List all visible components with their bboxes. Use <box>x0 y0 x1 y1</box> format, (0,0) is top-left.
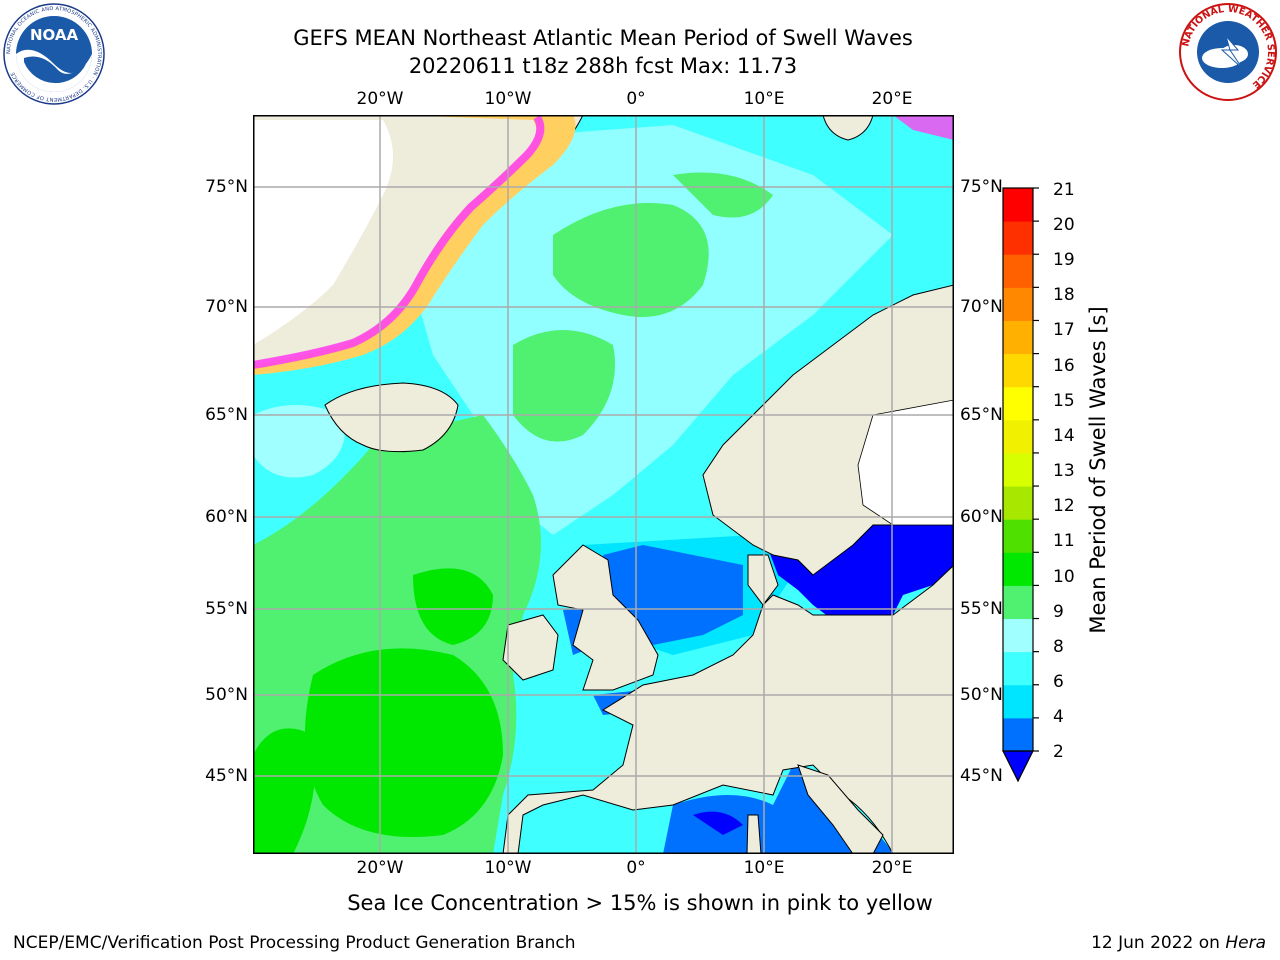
swell-zone-10-11s-west <box>253 728 316 854</box>
lon-label-bottom: 10°E <box>743 858 785 878</box>
lon-label-bottom: 0° <box>626 858 646 878</box>
colorbar <box>1002 187 1039 783</box>
swell-zone-8-9s <box>403 125 893 535</box>
noaa-logo: NATIONAL OCEANIC AND ATMOSPHERIC ADMINIS… <box>3 3 105 105</box>
land-corsica-sardinia <box>746 814 762 854</box>
colorbar-swatch <box>1003 618 1033 653</box>
colorbar-swatch <box>1003 717 1033 752</box>
colorbar-tick-label: 19 <box>1053 250 1075 270</box>
land-ireland <box>502 614 559 681</box>
colorbar-tick-label: 20 <box>1053 215 1075 235</box>
footer-host: Hera <box>1225 933 1266 953</box>
colorbar-under-arrow <box>1002 750 1034 783</box>
lon-label-top: 10°W <box>484 89 532 109</box>
swell-zone-below-2s-ligurian <box>693 811 743 835</box>
colorbar-swatch <box>1003 585 1033 620</box>
footer-credit: NCEP/EMC/Verification Post Processing Pr… <box>13 933 576 953</box>
colorbar-tick-label: 12 <box>1053 496 1075 516</box>
colorbar-tick-label: 6 <box>1053 672 1064 692</box>
lon-label-bottom: 20°W <box>356 858 404 878</box>
map-subtitle: 20220611 t18z 288h fcst Max: 11.73 <box>408 54 798 78</box>
colorbar-swatch <box>1003 419 1033 454</box>
colorbar-swatch <box>1003 254 1033 288</box>
swell-zone-9-10s-central <box>513 330 615 442</box>
swell-zone-9-10s-north <box>553 203 709 317</box>
colorbar-tick-label: 18 <box>1053 285 1075 305</box>
swell-zone-6-8s-biscay <box>533 697 625 795</box>
lat-label-right: 50°N <box>960 685 1003 705</box>
lon-label-top: 20°W <box>356 89 404 109</box>
lat-label-right: 70°N <box>960 297 1003 317</box>
lon-label-top: 20°E <box>871 89 913 109</box>
sea-ice-greenland <box>253 115 576 375</box>
colorbar-frame <box>1002 187 1034 752</box>
lat-label-left: 60°N <box>205 507 248 527</box>
graticule <box>253 115 954 854</box>
colorbar-tick-label: 17 <box>1053 320 1075 340</box>
swell-period-map <box>253 115 954 854</box>
colorbar-tick-label: 16 <box>1053 356 1075 376</box>
colorbar-tick-label: 2 <box>1053 742 1064 762</box>
colorbar-tick-label: 11 <box>1053 531 1075 551</box>
land-iceland <box>324 382 459 453</box>
colorbar-tick-label: 15 <box>1053 391 1075 411</box>
swell-zone-8-9s-west <box>253 405 345 478</box>
swell-zone-10-11s-north <box>413 568 493 645</box>
colorbar-tick-label: 8 <box>1053 637 1064 657</box>
colorbar-tick-label: 10 <box>1053 567 1075 587</box>
colorbar-swatch <box>1003 519 1033 553</box>
swell-zone-below-2s-baltic <box>763 525 954 625</box>
colorbar-tick-label: 4 <box>1053 707 1064 727</box>
lat-label-right: 65°N <box>960 405 1003 425</box>
sea-ice-caption: Sea Ice Concentration > 15% is shown in … <box>347 891 933 915</box>
lat-label-left: 50°N <box>205 685 248 705</box>
swell-zone-10-11s <box>305 648 503 837</box>
colorbar-swatch <box>1003 221 1033 255</box>
colorbar-swatch <box>1003 386 1033 421</box>
sea-ice-svalbard <box>893 115 954 140</box>
colorbar-tick-label: 13 <box>1053 461 1075 481</box>
lat-label-left: 75°N <box>205 177 248 197</box>
greenland-ice-sheet <box>253 120 393 345</box>
colorbar-tick-label: 9 <box>1053 602 1064 622</box>
colorbar-swatch <box>1003 486 1033 520</box>
colorbar-swatch <box>1003 353 1033 388</box>
colorbar-label: Mean Period of Swell Waves [s] <box>1086 306 1110 634</box>
map-frame <box>253 115 954 854</box>
land-great-britain <box>552 544 659 691</box>
colorbar-swatch <box>1003 287 1033 321</box>
footer-date-text: 12 Jun 2022 on <box>1091 933 1226 953</box>
land-svalbard <box>822 115 874 141</box>
colorbar-swatch <box>1003 651 1033 686</box>
map-title: GEFS MEAN Northeast Atlantic Mean Period… <box>293 26 913 50</box>
lon-label-top: 0° <box>626 89 646 109</box>
lat-label-right: 45°N <box>960 766 1003 786</box>
sea-ice-edge <box>253 115 545 369</box>
colorbar-swatches <box>1003 188 1033 752</box>
lat-label-left: 70°N <box>205 297 248 317</box>
noaa-logo-text: NOAA <box>30 26 79 44</box>
colorbar-swatch <box>1003 452 1033 487</box>
land-italy <box>797 764 884 854</box>
colorbar-swatch <box>1003 552 1033 586</box>
colorbar-tick-marks <box>1033 187 1039 752</box>
lat-label-left: 45°N <box>205 766 248 786</box>
colorbar-swatch <box>1003 684 1033 719</box>
lat-label-right: 55°N <box>960 599 1003 619</box>
swell-zone-9-10s-east <box>673 172 773 218</box>
nws-logo: NATIONAL WEATHER SERVICE <box>1179 3 1277 101</box>
lat-label-right: 60°N <box>960 507 1003 527</box>
colorbar-tick-label: 21 <box>1053 180 1075 200</box>
lat-label-right: 75°N <box>960 177 1003 197</box>
gulf-of-bothnia-ice-free-zone <box>857 399 954 526</box>
lat-label-left: 55°N <box>205 599 248 619</box>
lon-label-bottom: 10°W <box>484 858 532 878</box>
footer-date: 12 Jun 2022 on Hera <box>1091 933 1266 953</box>
lat-label-left: 65°N <box>205 405 248 425</box>
colorbar-swatch <box>1003 188 1033 222</box>
lon-label-top: 10°E <box>743 89 785 109</box>
colorbar-tick-label: 14 <box>1053 426 1075 446</box>
colorbar-swatch <box>1003 320 1033 355</box>
lon-label-bottom: 20°E <box>871 858 913 878</box>
